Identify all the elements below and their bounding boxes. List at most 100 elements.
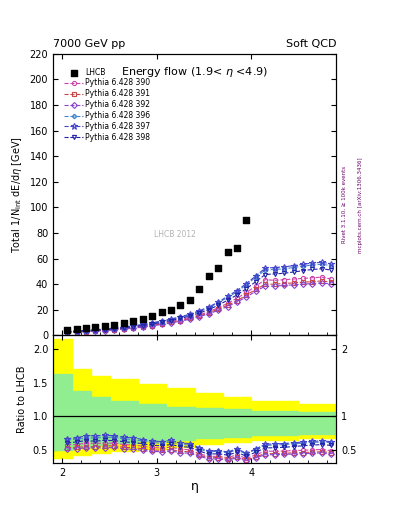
Pythia 6.428 392 [291, 282, 296, 288]
Pythia 6.428 398 [93, 327, 98, 333]
Pythia 6.428 390 [291, 276, 296, 282]
Pythia 6.428 391 [65, 329, 70, 335]
LHCB [121, 319, 127, 327]
Pythia 6.428 392 [216, 307, 220, 313]
Pythia 6.428 390 [103, 327, 107, 333]
Pythia 6.428 396 [216, 300, 220, 306]
Pythia 6.428 392 [169, 320, 173, 326]
Text: Energy flow (1.9< $\eta$ <4.9): Energy flow (1.9< $\eta$ <4.9) [121, 65, 268, 79]
Pythia 6.428 391 [329, 279, 334, 285]
Pythia 6.428 391 [291, 280, 296, 286]
Pythia 6.428 390 [329, 276, 334, 282]
Pythia 6.428 397 [301, 261, 305, 267]
Pythia 6.428 391 [74, 329, 79, 335]
Pythia 6.428 397 [112, 325, 117, 331]
LHCB [196, 285, 202, 293]
LHCB [224, 248, 231, 257]
Line: Pythia 6.428 396: Pythia 6.428 396 [65, 262, 333, 334]
Pythia 6.428 398 [206, 307, 211, 313]
Pythia 6.428 396 [159, 318, 164, 325]
Pythia 6.428 397 [263, 265, 268, 271]
Pythia 6.428 392 [178, 318, 183, 325]
Line: Pythia 6.428 391: Pythia 6.428 391 [65, 279, 333, 334]
LHCB [158, 308, 165, 316]
Pythia 6.428 397 [103, 326, 107, 332]
Pythia 6.428 396 [291, 264, 296, 270]
Pythia 6.428 392 [131, 325, 136, 331]
Text: LHCB 2012: LHCB 2012 [154, 230, 196, 239]
X-axis label: η: η [191, 480, 198, 493]
Pythia 6.428 390 [263, 276, 268, 283]
Pythia 6.428 396 [301, 263, 305, 269]
LHCB [140, 314, 146, 323]
Pythia 6.428 397 [282, 264, 286, 270]
Pythia 6.428 398 [131, 324, 136, 330]
Pythia 6.428 390 [216, 305, 220, 311]
Pythia 6.428 398 [235, 292, 239, 298]
Pythia 6.428 397 [272, 264, 277, 270]
Pythia 6.428 391 [93, 328, 98, 334]
Pythia 6.428 398 [169, 317, 173, 324]
Text: 7000 GeV pp: 7000 GeV pp [53, 38, 125, 49]
Pythia 6.428 392 [263, 283, 268, 289]
Pythia 6.428 396 [178, 314, 183, 321]
Pythia 6.428 392 [253, 288, 258, 294]
Pythia 6.428 397 [121, 324, 126, 330]
Pythia 6.428 391 [150, 323, 154, 329]
Pythia 6.428 396 [103, 326, 107, 332]
Pythia 6.428 391 [301, 279, 305, 285]
Pythia 6.428 398 [301, 268, 305, 274]
Pythia 6.428 397 [150, 319, 154, 326]
Pythia 6.428 396 [74, 328, 79, 334]
Pythia 6.428 396 [263, 267, 268, 273]
Pythia 6.428 397 [74, 328, 79, 334]
Line: Pythia 6.428 398: Pythia 6.428 398 [65, 267, 333, 334]
Pythia 6.428 392 [206, 311, 211, 317]
Pythia 6.428 396 [310, 262, 315, 268]
LHCB [149, 311, 155, 319]
Pythia 6.428 390 [272, 278, 277, 284]
Pythia 6.428 396 [187, 312, 192, 318]
Pythia 6.428 390 [197, 312, 202, 318]
Pythia 6.428 392 [159, 322, 164, 328]
Pythia 6.428 391 [235, 298, 239, 304]
Pythia 6.428 397 [131, 323, 136, 329]
Pythia 6.428 390 [244, 289, 249, 295]
LHCB [83, 324, 89, 332]
Pythia 6.428 396 [150, 321, 154, 327]
Pythia 6.428 396 [84, 328, 88, 334]
Pythia 6.428 397 [225, 293, 230, 300]
Pythia 6.428 392 [301, 281, 305, 287]
Pythia 6.428 398 [253, 279, 258, 285]
Pythia 6.428 396 [272, 266, 277, 272]
Pythia 6.428 391 [282, 281, 286, 287]
Pythia 6.428 390 [159, 320, 164, 326]
Pythia 6.428 390 [206, 309, 211, 315]
Pythia 6.428 392 [197, 313, 202, 319]
Pythia 6.428 392 [65, 329, 70, 335]
Pythia 6.428 392 [121, 326, 126, 332]
Pythia 6.428 391 [187, 315, 192, 322]
Pythia 6.428 391 [197, 313, 202, 319]
Pythia 6.428 397 [187, 311, 192, 317]
Pythia 6.428 392 [93, 328, 98, 334]
Pythia 6.428 398 [121, 325, 126, 331]
Pythia 6.428 391 [112, 327, 117, 333]
Pythia 6.428 392 [310, 281, 315, 287]
Pythia 6.428 398 [103, 327, 107, 333]
Pythia 6.428 391 [159, 321, 164, 327]
Pythia 6.428 396 [197, 309, 202, 315]
Pythia 6.428 390 [169, 318, 173, 325]
Pythia 6.428 398 [187, 313, 192, 319]
Pythia 6.428 397 [93, 327, 98, 333]
Pythia 6.428 391 [84, 329, 88, 335]
LHCB [92, 324, 99, 332]
Pythia 6.428 397 [84, 327, 88, 333]
Pythia 6.428 391 [103, 327, 107, 333]
LHCB [130, 317, 136, 326]
Pythia 6.428 397 [320, 259, 324, 265]
Pythia 6.428 398 [65, 329, 70, 335]
Pythia 6.428 392 [225, 304, 230, 310]
Pythia 6.428 390 [187, 314, 192, 321]
Pythia 6.428 390 [140, 323, 145, 329]
